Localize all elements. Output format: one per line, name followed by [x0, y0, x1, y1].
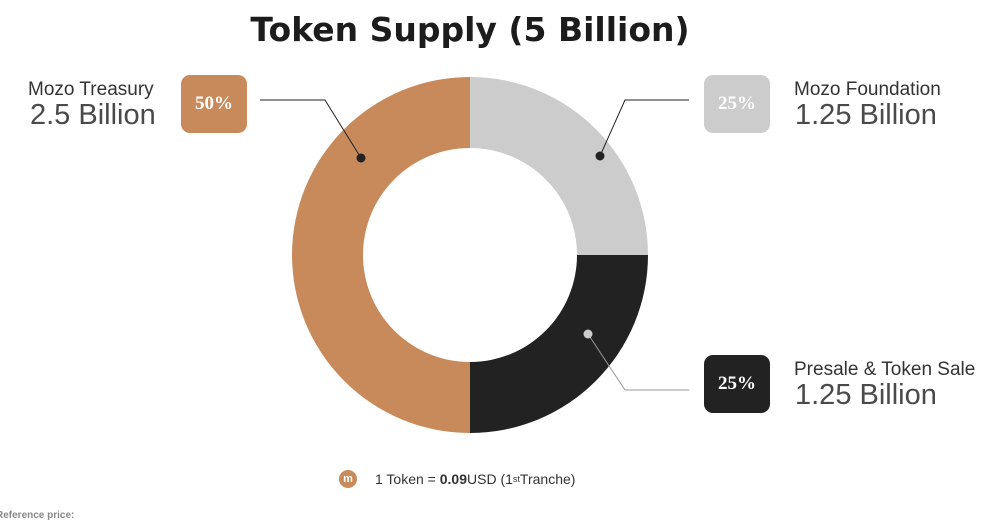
- treasury-percent-badge: 50%: [181, 75, 247, 133]
- presale-label: Presale & Token Sale: [794, 359, 976, 380]
- chart-title: Token Supply (5 Billion): [250, 10, 690, 49]
- price-ordinal: st: [512, 474, 520, 484]
- token-price-note: m 1 Token = 0.09 USD (1 st Tranche): [339, 470, 575, 488]
- mozo-coin-icon: m: [339, 470, 357, 488]
- leader-line-presale: [587, 333, 689, 391]
- treasury-amount: 2.5 Billion: [30, 99, 156, 131]
- foundation-amount: 1.25 Billion: [795, 99, 937, 131]
- treasury-label: Mozo Treasury: [28, 79, 154, 100]
- donut-slice-foundation: [470, 77, 648, 255]
- presale-percent-badge: 25%: [704, 355, 770, 413]
- price-prefix: 1 Token =: [375, 471, 436, 487]
- donut-slice-treasury: [292, 77, 470, 433]
- price-currency: USD (1: [467, 471, 513, 487]
- price-value: 0.09: [439, 471, 467, 487]
- foundation-percent-badge: 25%: [704, 75, 770, 133]
- presale-amount: 1.25 Billion: [795, 379, 937, 411]
- leader-line-treasury: [260, 99, 362, 159]
- leader-dot-foundation: [595, 151, 605, 161]
- leader-dot-presale: [583, 329, 593, 339]
- donut-slice-presale: [470, 255, 648, 433]
- reference-price-label: Reference price:: [0, 510, 75, 521]
- price-suffix: Tranche): [519, 471, 576, 487]
- leader-line-foundation: [599, 99, 689, 157]
- leader-dot-treasury: [356, 153, 366, 163]
- foundation-label: Mozo Foundation: [794, 79, 941, 100]
